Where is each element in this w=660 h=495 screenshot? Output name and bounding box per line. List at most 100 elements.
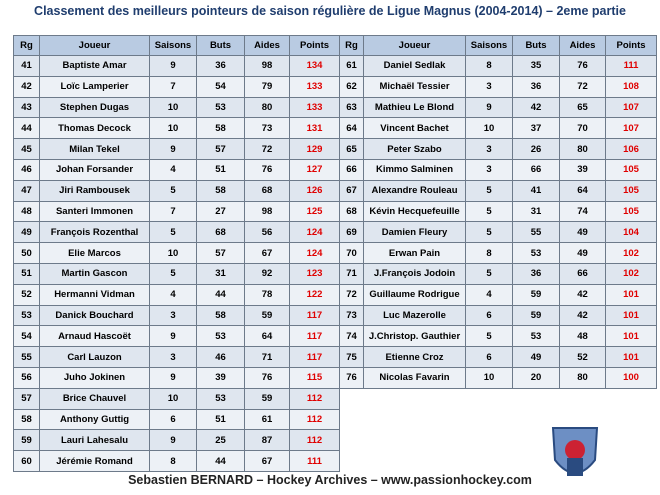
cell: 5 bbox=[149, 262, 197, 285]
cell: 101 bbox=[605, 346, 657, 368]
cell: 80 bbox=[559, 138, 606, 160]
cell: 9 bbox=[149, 325, 197, 348]
table-row: 69 Damien Fleury 5 55 49 104 bbox=[339, 221, 657, 244]
cell: 42 bbox=[512, 96, 560, 119]
cell: 108 bbox=[605, 75, 657, 98]
cell: 5 bbox=[465, 325, 513, 348]
cell: 111 bbox=[605, 55, 657, 77]
cell: 107 bbox=[605, 117, 657, 140]
cell: Loïc Lamperier bbox=[39, 75, 150, 98]
cell: 42 bbox=[559, 283, 606, 306]
cell: Guillaume Rodrigue bbox=[363, 283, 466, 306]
cell: 43 bbox=[13, 96, 40, 119]
table-row: 65 Peter Szabo 3 26 80 106 bbox=[339, 138, 657, 160]
cell: 63 bbox=[339, 96, 364, 119]
cell: 68 bbox=[339, 200, 364, 223]
cell: 50 bbox=[13, 242, 40, 264]
cell: 67 bbox=[339, 179, 364, 202]
cell: 58 bbox=[196, 117, 245, 140]
cell: 104 bbox=[605, 221, 657, 244]
cell: Elie Marcos bbox=[39, 242, 150, 264]
cell: 49 bbox=[559, 242, 606, 264]
cell: 44 bbox=[196, 450, 245, 472]
cell: Brice Chauvel bbox=[39, 387, 150, 410]
cell: 80 bbox=[244, 96, 290, 119]
cell: 36 bbox=[512, 262, 560, 285]
cell: 73 bbox=[339, 304, 364, 327]
cell: 36 bbox=[196, 55, 245, 77]
cell: Johan Forsander bbox=[39, 158, 150, 181]
cell: 101 bbox=[605, 325, 657, 348]
column-header: Saisons bbox=[149, 35, 197, 56]
table-row: 63 Mathieu Le Blond 9 42 65 107 bbox=[339, 96, 657, 119]
cell: Thomas Decock bbox=[39, 117, 150, 140]
cell: 51 bbox=[13, 262, 40, 285]
column-header: Aides bbox=[559, 35, 606, 56]
cell: Mathieu Le Blond bbox=[363, 96, 466, 119]
cell: Daniel Sedlak bbox=[363, 55, 466, 77]
cell: 42 bbox=[13, 75, 40, 98]
cell: Danick Bouchard bbox=[39, 304, 150, 327]
cell: 6 bbox=[465, 346, 513, 368]
cell: 98 bbox=[244, 200, 290, 223]
cell: 48 bbox=[13, 200, 40, 223]
cell: 73 bbox=[244, 117, 290, 140]
cell: 37 bbox=[512, 117, 560, 140]
cell: Stephen Dugas bbox=[39, 96, 150, 119]
cell: 53 bbox=[196, 325, 245, 348]
cell: 111 bbox=[289, 450, 340, 472]
cell: 71 bbox=[244, 346, 290, 368]
cell: 9 bbox=[149, 138, 197, 160]
cell: 51 bbox=[196, 158, 245, 181]
cell: 78 bbox=[244, 283, 290, 306]
cell: 117 bbox=[289, 304, 340, 327]
cell: 74 bbox=[339, 325, 364, 348]
cell: 10 bbox=[149, 242, 197, 264]
table-row: 68 Kévin Hecquefeuille 5 31 74 105 bbox=[339, 200, 657, 223]
cell: 49 bbox=[13, 221, 40, 244]
cell: 76 bbox=[339, 366, 364, 389]
column-header: Joueur bbox=[39, 35, 150, 56]
table-row: 62 Michaël Tessier 3 36 72 108 bbox=[339, 75, 657, 98]
cell: 76 bbox=[559, 55, 606, 77]
cell: 55 bbox=[13, 346, 40, 368]
cell: 4 bbox=[149, 283, 197, 306]
cell: 9 bbox=[149, 429, 197, 452]
cell: Michaël Tessier bbox=[363, 75, 466, 98]
cell: 4 bbox=[149, 158, 197, 181]
cell: 66 bbox=[512, 158, 560, 181]
cell: 4 bbox=[465, 283, 513, 306]
cell: 52 bbox=[559, 346, 606, 368]
cell: 59 bbox=[13, 429, 40, 452]
table-row: 58 Anthony Guttig 6 51 61 112 bbox=[13, 408, 340, 431]
cell: 35 bbox=[512, 55, 560, 77]
cell: 48 bbox=[559, 325, 606, 348]
cell: 54 bbox=[196, 75, 245, 98]
logo bbox=[551, 427, 599, 476]
cell: 59 bbox=[244, 387, 290, 410]
cell: 5 bbox=[465, 221, 513, 244]
cell: 124 bbox=[289, 242, 340, 264]
cell: 76 bbox=[244, 366, 290, 389]
cell: 122 bbox=[289, 283, 340, 306]
cell: 64 bbox=[244, 325, 290, 348]
column-header: Points bbox=[605, 35, 657, 56]
cell: Anthony Guttig bbox=[39, 408, 150, 431]
cell: Kévin Hecquefeuille bbox=[363, 200, 466, 223]
cell: 58 bbox=[196, 304, 245, 327]
cell: 131 bbox=[289, 117, 340, 140]
title: Classement des meilleurs pointeurs de sa… bbox=[34, 4, 626, 18]
cell: 7 bbox=[149, 75, 197, 98]
cell: Nicolas Favarin bbox=[363, 366, 466, 389]
cell: 107 bbox=[605, 96, 657, 119]
cell: 31 bbox=[512, 200, 560, 223]
cell: 25 bbox=[196, 429, 245, 452]
cell: 105 bbox=[605, 200, 657, 223]
cell: 3 bbox=[465, 75, 513, 98]
table-row: 61 Daniel Sedlak 8 35 76 111 bbox=[339, 55, 657, 77]
cell: 7 bbox=[149, 200, 197, 223]
cell: Luc Mazerolle bbox=[363, 304, 466, 327]
cell: Santeri Immonen bbox=[39, 200, 150, 223]
table-row: 66 Kimmo Salminen 3 66 39 105 bbox=[339, 158, 657, 181]
cell: J.Christop. Gauthier bbox=[363, 325, 466, 348]
